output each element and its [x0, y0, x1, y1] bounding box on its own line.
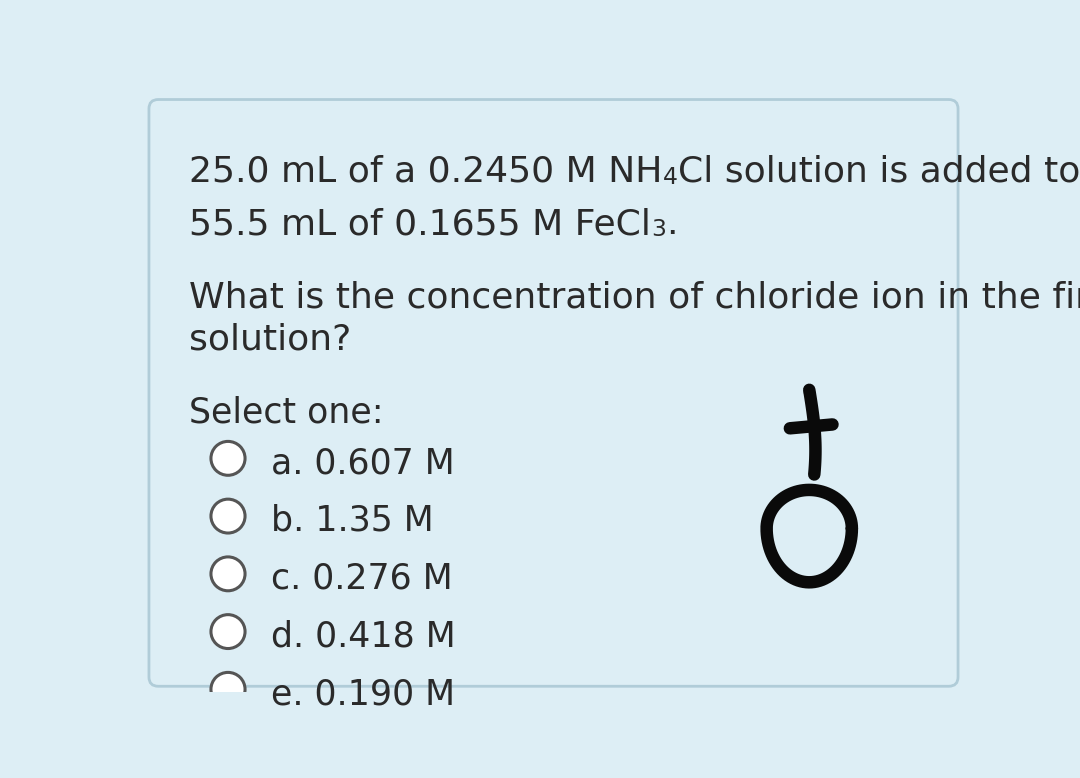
Text: a. 0.607 M: a. 0.607 M [271, 446, 455, 480]
Text: e. 0.190 M: e. 0.190 M [271, 677, 455, 711]
Text: b. 1.35 M: b. 1.35 M [271, 504, 433, 538]
Circle shape [211, 441, 245, 475]
Text: Select one:: Select one: [189, 396, 383, 430]
Text: What is the concentration of chloride ion in the final: What is the concentration of chloride io… [189, 281, 1080, 314]
Text: Cl solution is added to: Cl solution is added to [677, 155, 1080, 189]
Circle shape [211, 615, 245, 649]
Circle shape [211, 557, 245, 591]
Text: 4: 4 [663, 166, 677, 189]
Text: c. 0.276 M: c. 0.276 M [271, 562, 453, 595]
Text: .: . [666, 207, 677, 241]
Text: 25.0 mL of a 0.2450 M NH: 25.0 mL of a 0.2450 M NH [189, 155, 663, 189]
Text: 3: 3 [651, 218, 666, 241]
Text: d. 0.418 M: d. 0.418 M [271, 619, 456, 654]
FancyBboxPatch shape [149, 100, 958, 686]
Text: solution?: solution? [189, 323, 351, 357]
Text: 55.5 mL of 0.1655 M FeCl: 55.5 mL of 0.1655 M FeCl [189, 207, 651, 241]
Circle shape [211, 499, 245, 533]
Circle shape [211, 672, 245, 706]
